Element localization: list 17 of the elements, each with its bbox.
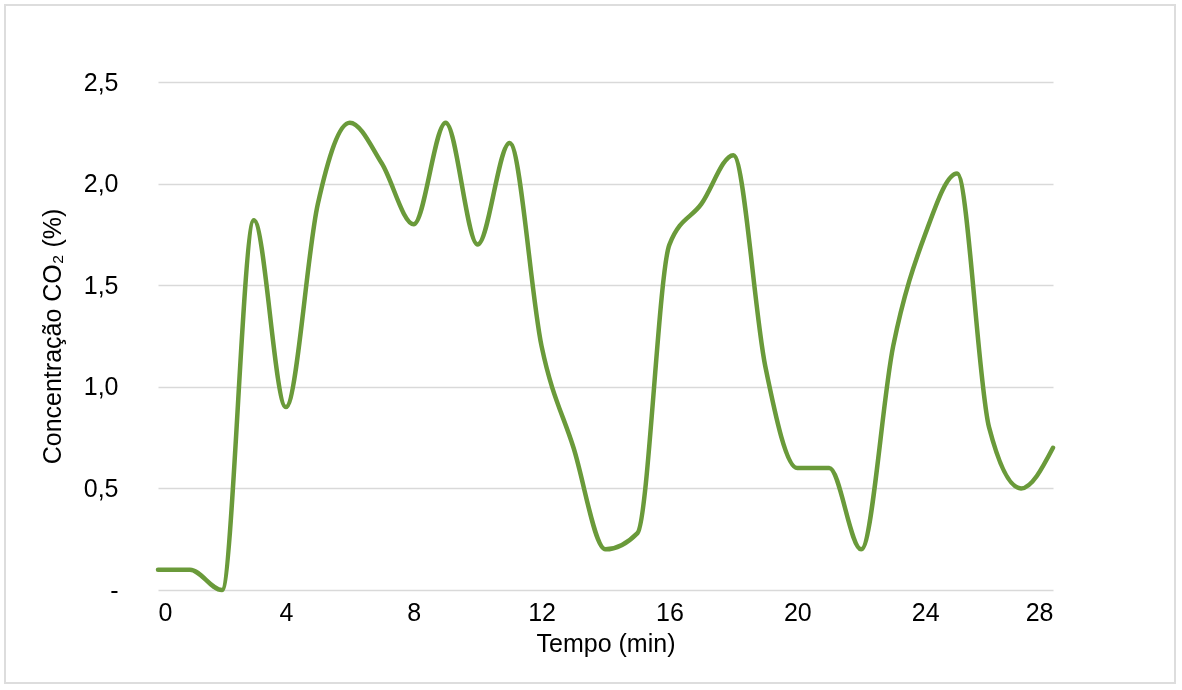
x-tick-label: 8 [407, 597, 422, 626]
x-tick-label: 28 [1025, 597, 1054, 626]
y-tick-label: 2,5 [83, 67, 119, 96]
y-tick-label: 2,0 [83, 169, 119, 198]
line-series [155, 120, 1056, 593]
x-axis-title: Tempo (min) [536, 628, 676, 657]
x-tick-label: 16 [656, 597, 684, 626]
y-tick-label: 0,5 [83, 473, 119, 502]
y-tick-label: 1,0 [83, 372, 119, 401]
y-axis-title: Concentração CO₂ (%) [37, 208, 66, 465]
y-tick-label: 1,5 [83, 270, 119, 299]
x-tick-label: 12 [528, 597, 556, 626]
x-tick-label: 20 [783, 597, 812, 626]
x-tick-label: 4 [279, 597, 294, 626]
y-tick-label: - [110, 575, 119, 604]
x-tick-label: 0 [158, 597, 173, 626]
x-tick-label: 24 [911, 597, 940, 626]
